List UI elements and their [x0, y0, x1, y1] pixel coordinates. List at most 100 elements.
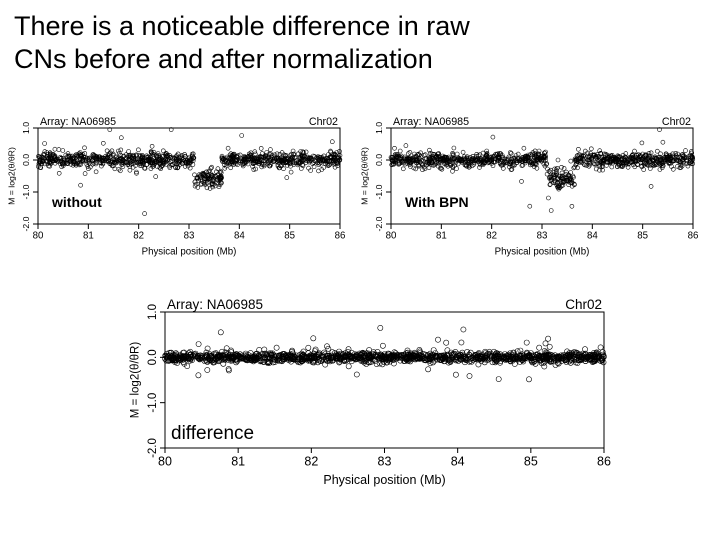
- data-point: [494, 353, 500, 359]
- data-point: [454, 157, 460, 162]
- data-point: [399, 159, 405, 164]
- data-point: [495, 376, 502, 382]
- data-point: [301, 354, 307, 361]
- data-point: [519, 179, 524, 184]
- data-point: [274, 151, 280, 157]
- data-point: [405, 151, 411, 156]
- data-point: [204, 345, 211, 352]
- data-point: [324, 357, 331, 364]
- chromosome-label: Chr02: [309, 116, 338, 128]
- data-point: [670, 167, 676, 172]
- data-point: [426, 165, 432, 170]
- data-point: [39, 161, 45, 166]
- data-point: [240, 162, 245, 167]
- data-point: [641, 167, 647, 172]
- data-point: [655, 158, 661, 164]
- x-tick-label: 85: [637, 231, 648, 242]
- data-point: [428, 155, 434, 161]
- data-point: [173, 165, 178, 170]
- data-point: [271, 356, 278, 363]
- data-point: [388, 155, 394, 160]
- data-point: [237, 158, 242, 164]
- data-point: [379, 342, 386, 349]
- data-point: [118, 147, 124, 153]
- data-point: [308, 168, 313, 173]
- data-point: [328, 154, 333, 160]
- data-point: [291, 354, 298, 361]
- data-point: [255, 352, 262, 359]
- data-point: [548, 175, 554, 181]
- array-label: Array: NA06985: [393, 116, 469, 128]
- data-point: [589, 157, 595, 162]
- data-point: [184, 363, 191, 369]
- data-point: [506, 355, 513, 362]
- data-point: [416, 346, 423, 353]
- data-point: [630, 156, 635, 161]
- data-point: [667, 158, 672, 163]
- data-point: [438, 354, 445, 361]
- data-point: [539, 353, 546, 360]
- data-point: [210, 184, 215, 190]
- data-point: [319, 352, 326, 359]
- data-point: [283, 159, 289, 165]
- data-point: [324, 343, 330, 350]
- data-point: [535, 158, 540, 164]
- data-point: [164, 162, 169, 167]
- data-point: [375, 352, 381, 359]
- data-point: [588, 353, 594, 360]
- data-point: [162, 352, 169, 359]
- data-point: [312, 158, 317, 164]
- chromosome-label: Chr02: [662, 116, 691, 128]
- data-point: [245, 161, 251, 167]
- data-point: [165, 353, 171, 359]
- data-point: [528, 355, 534, 361]
- data-point: [93, 153, 98, 159]
- data-point: [528, 357, 535, 364]
- data-point: [227, 353, 234, 360]
- data-point: [134, 160, 140, 166]
- data-point: [305, 357, 312, 364]
- data-point: [432, 352, 439, 359]
- data-point: [273, 344, 280, 351]
- data-point: [542, 340, 549, 347]
- data-point: [173, 159, 179, 164]
- data-point: [522, 355, 528, 362]
- data-point: [416, 162, 421, 167]
- data-point: [407, 160, 412, 165]
- data-point: [396, 353, 403, 360]
- y-tick-label: 0.0: [147, 349, 159, 365]
- data-point: [270, 156, 276, 162]
- data-point: [654, 148, 660, 154]
- data-point: [37, 157, 43, 163]
- data-point: [429, 160, 434, 166]
- data-point: [521, 354, 527, 361]
- data-point: [194, 175, 200, 181]
- data-point: [416, 156, 422, 162]
- data-point: [328, 148, 333, 154]
- data-point: [265, 159, 271, 165]
- data-point: [427, 147, 432, 153]
- data-point: [261, 346, 268, 353]
- data-point: [540, 354, 547, 361]
- data-point: [670, 158, 676, 164]
- data-point: [331, 151, 337, 157]
- data-point: [644, 161, 650, 167]
- data-point: [277, 165, 282, 171]
- data-point: [445, 359, 452, 366]
- data-point: [466, 373, 473, 379]
- data-point: [613, 155, 619, 161]
- data-point: [261, 354, 268, 361]
- data-point: [246, 153, 251, 159]
- data-point: [542, 163, 548, 169]
- data-point: [502, 159, 508, 164]
- data-point: [316, 168, 321, 174]
- data-point: [167, 350, 174, 356]
- data-point: [660, 163, 666, 169]
- data-point: [434, 356, 441, 363]
- data-point: [683, 155, 689, 160]
- data-point: [296, 161, 302, 167]
- data-point: [376, 354, 383, 361]
- chart-annotation: without: [51, 194, 102, 210]
- data-point: [651, 163, 657, 169]
- data-point: [316, 357, 322, 364]
